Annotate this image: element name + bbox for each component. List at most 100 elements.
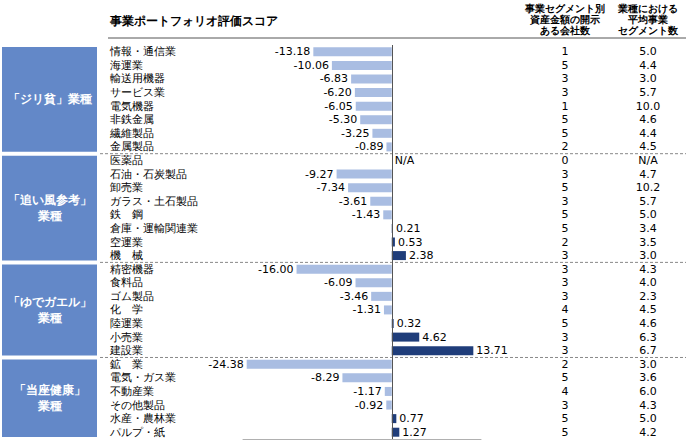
svg-text:-3.46: -3.46 (340, 290, 368, 303)
svg-text:情報・通信業: 情報・通信業 (109, 45, 176, 58)
svg-text:-5.30: -5.30 (329, 113, 357, 126)
svg-text:パルプ・紙: パルプ・紙 (109, 426, 165, 439)
svg-text:倉庫・運輸関連業: 倉庫・運輸関連業 (110, 222, 198, 235)
svg-text:4.5: 4.5 (639, 140, 657, 153)
svg-text:3.4: 3.4 (639, 222, 657, 235)
svg-text:「追い風参考」: 「追い風参考」 (8, 193, 92, 207)
svg-text:電気・ガス業: 電気・ガス業 (110, 371, 176, 384)
svg-text:-8.29: -8.29 (311, 371, 339, 384)
svg-text:5: 5 (562, 59, 569, 72)
svg-text:-0.92: -0.92 (355, 399, 383, 412)
svg-text:セグメント数: セグメント数 (618, 25, 679, 36)
svg-text:0.77: 0.77 (399, 412, 424, 425)
svg-text:0.53: 0.53 (398, 236, 423, 249)
svg-text:「当座健康」: 「当座健康」 (14, 383, 86, 397)
svg-text:化 学: 化 学 (110, 303, 143, 316)
svg-text:3: 3 (562, 331, 569, 344)
svg-text:5: 5 (562, 181, 569, 194)
svg-text:-10.06: -10.06 (293, 59, 328, 72)
svg-text:5.7: 5.7 (639, 86, 657, 99)
svg-text:水産・農林業: 水産・農林業 (110, 412, 176, 425)
svg-text:業種: 業種 (37, 399, 62, 413)
svg-text:金属製品: 金属製品 (110, 140, 154, 153)
svg-text:空運業: 空運業 (110, 236, 143, 249)
svg-text:電気機器: 電気機器 (110, 100, 154, 113)
svg-text:「ゆでガエル」: 「ゆでガエル」 (8, 295, 92, 309)
svg-text:-3.61: -3.61 (339, 195, 367, 208)
svg-text:-6.09: -6.09 (324, 276, 352, 289)
svg-text:-1.17: -1.17 (353, 385, 381, 398)
svg-text:3: 3 (562, 344, 569, 357)
svg-text:3: 3 (562, 168, 569, 181)
svg-text:業種: 業種 (37, 209, 62, 223)
svg-text:業種: 業種 (37, 311, 62, 325)
svg-text:1: 1 (562, 100, 569, 113)
svg-text:小売業: 小売業 (110, 331, 143, 344)
svg-text:5: 5 (562, 222, 569, 235)
svg-text:5: 5 (562, 412, 569, 425)
svg-text:繊維製品: 繊維製品 (109, 127, 154, 140)
svg-text:-16.00: -16.00 (258, 263, 293, 276)
svg-text:-24.38: -24.38 (208, 358, 243, 371)
svg-text:-6.05: -6.05 (324, 100, 352, 113)
svg-text:4.4: 4.4 (639, 127, 657, 140)
svg-text:4.6: 4.6 (639, 317, 657, 330)
svg-text:5: 5 (562, 113, 569, 126)
svg-text:3: 3 (562, 249, 569, 262)
svg-text:2: 2 (562, 358, 569, 371)
svg-text:-6.20: -6.20 (323, 86, 351, 99)
svg-text:-1.43: -1.43 (352, 208, 380, 221)
svg-text:5: 5 (562, 208, 569, 221)
svg-text:陸運業: 陸運業 (110, 317, 143, 330)
svg-text:5: 5 (562, 426, 569, 439)
svg-text:-0.89: -0.89 (355, 140, 383, 153)
svg-text:-1.31: -1.31 (352, 303, 380, 316)
svg-text:その他製品: その他製品 (110, 399, 165, 412)
svg-text:4.2: 4.2 (639, 426, 657, 439)
svg-text:3.0: 3.0 (639, 249, 657, 262)
svg-text:3.0: 3.0 (639, 358, 657, 371)
svg-text:-13.18: -13.18 (275, 45, 310, 58)
svg-text:食料品: 食料品 (110, 276, 143, 289)
svg-text:5: 5 (562, 371, 569, 384)
svg-text:3: 3 (562, 399, 569, 412)
svg-text:0.21: 0.21 (396, 222, 421, 235)
svg-text:3.6: 3.6 (639, 371, 657, 384)
svg-text:鉄 鋼: 鉄 鋼 (110, 208, 143, 221)
svg-text:-3.25: -3.25 (341, 127, 369, 140)
svg-text:卸売業: 卸売業 (110, 181, 143, 194)
svg-text:4: 4 (562, 385, 569, 398)
svg-text:4.3: 4.3 (639, 263, 657, 276)
svg-text:5.0: 5.0 (639, 45, 657, 58)
svg-text:6.3: 6.3 (639, 331, 657, 344)
svg-text:N/A: N/A (395, 154, 415, 167)
svg-text:13.71: 13.71 (476, 344, 508, 357)
svg-text:4.3: 4.3 (639, 399, 657, 412)
svg-text:ガラス・土石製品: ガラス・土石製品 (110, 195, 198, 208)
svg-text:非鉄金属: 非鉄金属 (110, 113, 154, 126)
svg-text:6.7: 6.7 (639, 344, 657, 357)
svg-text:3: 3 (562, 290, 569, 303)
svg-text:-6.83: -6.83 (320, 72, 348, 85)
svg-text:5.7: 5.7 (639, 195, 657, 208)
svg-text:事業セグメント別: 事業セグメント別 (524, 3, 605, 14)
svg-text:サービス業: サービス業 (110, 86, 165, 99)
svg-text:「ジリ貧」業種: 「ジリ貧」業種 (8, 92, 92, 106)
svg-text:ゴム製品: ゴム製品 (110, 290, 154, 303)
svg-text:3: 3 (562, 72, 569, 85)
svg-text:2.38: 2.38 (409, 249, 434, 262)
svg-text:10.2: 10.2 (636, 181, 661, 194)
svg-text:10.0: 10.0 (636, 100, 661, 113)
svg-text:機 械: 機 械 (110, 249, 143, 262)
svg-text:平均事業: 平均事業 (627, 14, 668, 25)
svg-text:1: 1 (562, 45, 569, 58)
svg-text:事業ポートフォリオ評価スコア: 事業ポートフォリオ評価スコア (109, 14, 278, 28)
svg-text:ある会社数: ある会社数 (540, 25, 591, 36)
svg-text:鉱 業: 鉱 業 (110, 358, 143, 371)
svg-text:不動産業: 不動産業 (110, 385, 154, 398)
svg-text:4.5: 4.5 (639, 303, 657, 316)
svg-text:2: 2 (562, 140, 569, 153)
svg-text:3.0: 3.0 (639, 72, 657, 85)
svg-text:3.5: 3.5 (639, 236, 657, 249)
svg-text:5: 5 (562, 317, 569, 330)
